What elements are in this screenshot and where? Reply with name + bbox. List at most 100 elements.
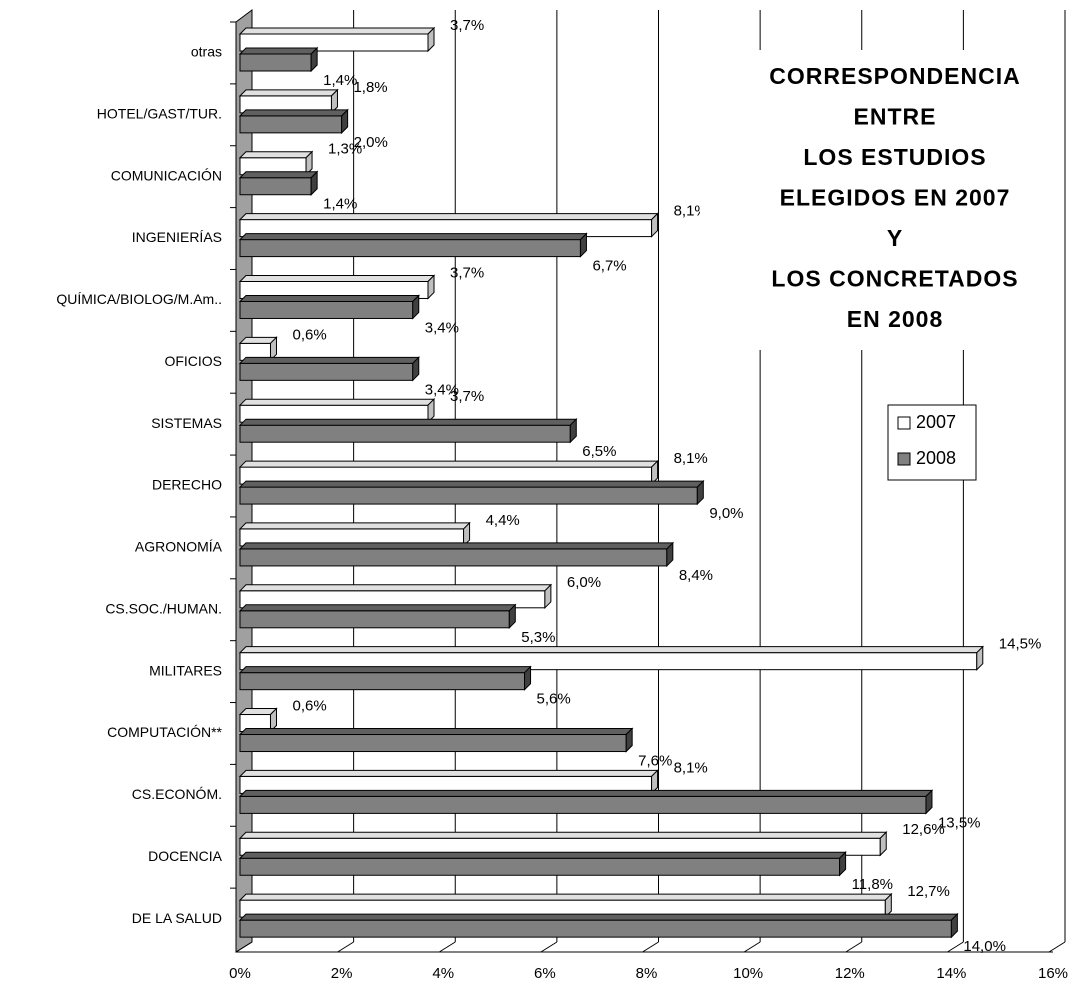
value-label: 1,8% xyxy=(353,79,387,96)
chart-title: LOS CONCRETADOS xyxy=(771,266,1018,292)
bar xyxy=(239,300,414,319)
bar-top xyxy=(238,47,319,55)
bar-side xyxy=(696,479,704,506)
value-label: 8,1% xyxy=(674,450,708,467)
bar-side xyxy=(412,294,420,320)
bar-top xyxy=(238,294,420,302)
bar-side xyxy=(427,274,435,300)
value-label: 0,6% xyxy=(292,326,326,343)
bar-side xyxy=(508,603,516,630)
value-label: 8,4% xyxy=(679,567,713,584)
bar-side xyxy=(950,912,958,939)
value-label: 1,4% xyxy=(323,196,357,213)
bar-side xyxy=(666,541,674,568)
bar-side xyxy=(651,769,659,795)
bar-side xyxy=(625,727,633,753)
bar-side xyxy=(269,336,277,362)
bar-side xyxy=(412,356,420,382)
value-label: 8,1% xyxy=(674,759,708,776)
x-tick-label: 10% xyxy=(733,965,763,982)
bar-top xyxy=(238,831,888,839)
bar-top xyxy=(238,604,517,612)
y-tick-label: COMPUTACIÓN** xyxy=(107,724,222,740)
value-label: 3,4% xyxy=(425,319,459,336)
bar-side xyxy=(976,645,984,671)
bar-top xyxy=(238,769,659,777)
x-tick xyxy=(337,941,354,953)
bar xyxy=(239,610,510,629)
value-label: 3,7% xyxy=(450,17,484,34)
chart-title: CORRESPONDENCIA xyxy=(769,63,1020,89)
bar-top xyxy=(238,646,984,654)
bar-side xyxy=(305,150,313,176)
bar-top xyxy=(238,356,420,364)
bar xyxy=(239,548,668,567)
y-tick-label: HOTEL/GAST/TUR. xyxy=(97,106,222,122)
value-label: 0,6% xyxy=(292,698,326,715)
y-tick-label: QUÍMICA/BIOLOG/M.Am.. xyxy=(56,291,222,307)
bar xyxy=(239,424,571,443)
bar-side xyxy=(463,521,471,548)
y-tick-label: MILITARES xyxy=(149,662,222,678)
bar xyxy=(239,53,312,72)
x-tick-label: 8% xyxy=(636,965,658,982)
value-label: 9,0% xyxy=(709,505,743,522)
bar-side xyxy=(524,665,532,691)
y-tick-label: DERECHO xyxy=(152,477,222,493)
bar-top xyxy=(238,522,471,530)
y-tick-label: CS.ECONÓM. xyxy=(132,786,222,802)
bar-side xyxy=(427,397,435,424)
bar xyxy=(239,115,343,134)
x-tick-label: 0% xyxy=(229,965,251,982)
bar-side xyxy=(269,707,277,733)
y-tick-label: DE LA SALUD xyxy=(132,910,222,926)
bar-side xyxy=(310,46,318,73)
value-label: 6,7% xyxy=(592,258,626,275)
bar xyxy=(239,734,627,753)
y-tick-label: otras xyxy=(191,44,222,60)
bar xyxy=(239,177,312,196)
bar-side xyxy=(427,26,435,53)
bar xyxy=(239,857,841,876)
bar-side xyxy=(879,831,887,857)
value-label: 6,0% xyxy=(567,574,601,591)
value-label: 12,7% xyxy=(907,883,950,900)
bar-side xyxy=(839,851,847,877)
value-label: 1,4% xyxy=(323,72,357,89)
chart-title: LOS ESTUDIOS xyxy=(803,144,986,170)
bar-top xyxy=(238,666,532,674)
value-label: 5,3% xyxy=(521,629,555,646)
bar-side xyxy=(651,459,659,486)
bar-side xyxy=(341,108,349,135)
bar-top xyxy=(238,893,893,901)
value-label: 3,4% xyxy=(425,381,459,398)
bar-top xyxy=(238,89,339,97)
legend-swatch xyxy=(897,452,911,466)
x-tick xyxy=(235,941,253,953)
value-label: 3,7% xyxy=(450,264,484,281)
bar xyxy=(239,795,927,814)
bar-top xyxy=(238,171,319,179)
x-tick-label: 16% xyxy=(1038,965,1068,982)
y-tick-label: INGENIERÍAS xyxy=(132,229,222,245)
bar-side xyxy=(579,232,587,258)
value-label: 6,5% xyxy=(582,443,616,460)
bar-top xyxy=(238,151,314,159)
chart-title: ENTRE xyxy=(854,104,937,130)
x-tick xyxy=(438,941,456,953)
x-tick xyxy=(743,941,761,953)
bar-side xyxy=(544,583,552,610)
bar xyxy=(239,239,581,258)
x-tick xyxy=(540,941,558,953)
bar-side xyxy=(651,212,659,238)
bar-top xyxy=(238,542,675,550)
y-tick-label: CS.SOC./HUMAN. xyxy=(105,600,222,616)
value-label: 5,6% xyxy=(537,691,571,708)
x-tick xyxy=(947,941,964,953)
bar-side xyxy=(569,417,577,444)
legend-label: 2008 xyxy=(916,448,956,468)
y-tick-label: AGRONOMÍA xyxy=(135,539,223,555)
bar-top xyxy=(238,728,634,736)
bar-top xyxy=(238,109,349,117)
